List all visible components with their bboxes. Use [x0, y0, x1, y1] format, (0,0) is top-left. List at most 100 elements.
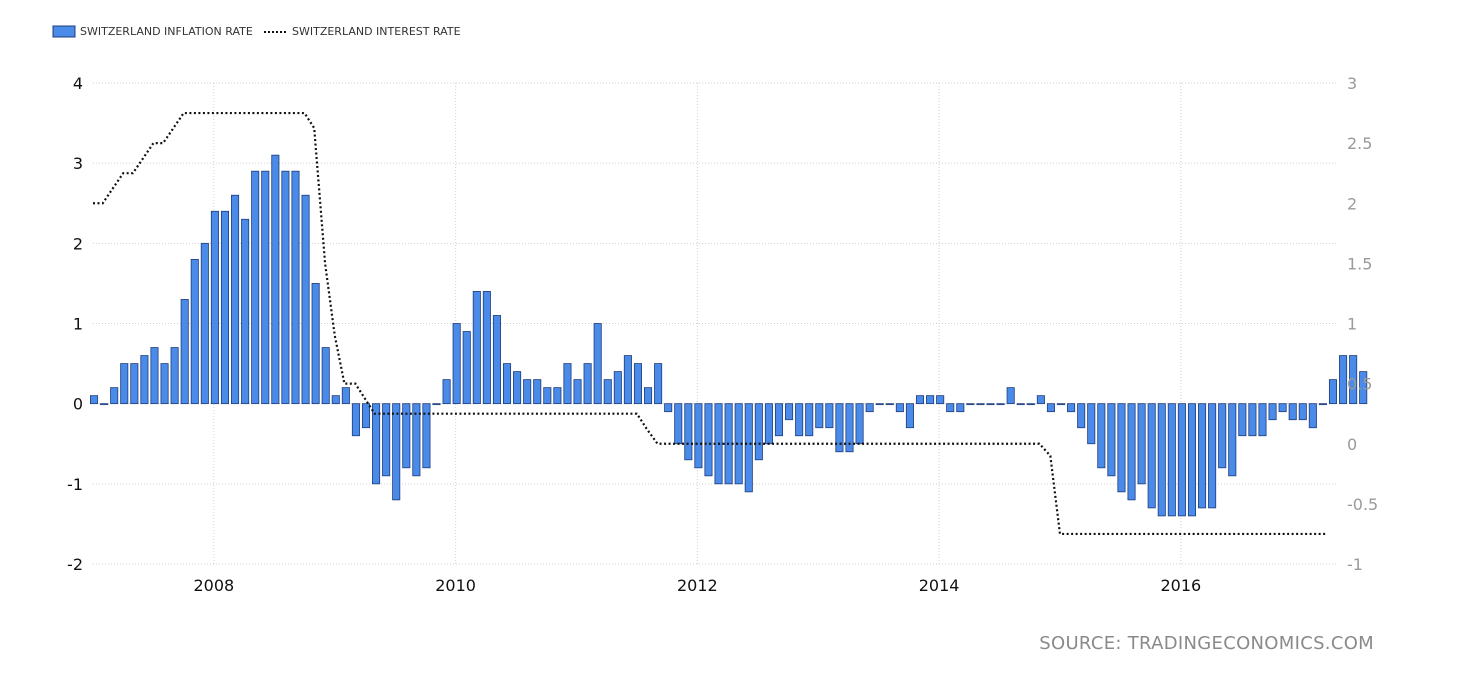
inflation-bar [1026, 403, 1035, 406]
inflation-bar [895, 403, 904, 413]
inflation-bar [1288, 403, 1297, 421]
inflation-bar [1157, 403, 1166, 517]
right-axis-tick-label: 0.5 [1347, 375, 1372, 394]
inflation-bar [402, 403, 411, 469]
left-axis-tick-label: 1 [73, 315, 83, 334]
inflation-bar [1218, 403, 1227, 469]
right-axis-tick-label: 2.5 [1347, 134, 1372, 153]
inflation-bar [1198, 403, 1207, 509]
legend-label-interest: SWITZERLAND INTEREST RATE [292, 25, 461, 38]
inflation-bar [825, 403, 834, 429]
inflation-bar [1087, 403, 1096, 445]
left-axis-tick-label: -2 [67, 555, 83, 574]
inflation-bar [1339, 355, 1348, 405]
inflation-bar [1278, 403, 1287, 413]
left-axis-tick-label: 3 [73, 154, 83, 173]
inflation-bar [513, 371, 522, 405]
inflation-bar [1177, 403, 1186, 517]
inflation-bar [311, 283, 320, 405]
inflation-bar [100, 403, 109, 406]
inflation-bar [341, 387, 350, 405]
inflation-bar [674, 403, 683, 445]
inflation-bar [502, 363, 512, 405]
source-label: SOURCE: TRADINGECONOMICS.COM [1039, 633, 1374, 654]
left-axis-tick-label: 4 [73, 74, 83, 93]
inflation-bar [926, 395, 935, 405]
inflation-bar [1187, 403, 1196, 517]
inflation-bar [764, 403, 773, 445]
interest-rate-line [93, 111, 1326, 536]
inflation-bar [1097, 403, 1106, 469]
inflation-bar [1046, 403, 1055, 413]
inflation-bar [774, 403, 784, 437]
right-axis-tick-label: 2 [1347, 194, 1357, 213]
inflation-bar [593, 323, 602, 405]
inflation-bar [210, 210, 219, 405]
inflation-bar [573, 379, 582, 405]
x-axis-tick-label: 2014 [919, 576, 960, 595]
inflation-bar [301, 194, 310, 405]
inflation-bar [744, 403, 753, 493]
inflation-bar [321, 347, 330, 405]
inflation-bar [533, 379, 542, 405]
inflation-bar [1167, 403, 1176, 517]
inflation-bar [1258, 403, 1267, 437]
right-axis-tick-label: 0 [1347, 435, 1357, 454]
inflation-bar [905, 403, 914, 429]
left-axis: 4 3 2 1 0 -1 -2 [67, 74, 83, 574]
inflation-bar [855, 403, 864, 445]
inflation-bar [915, 395, 925, 405]
right-axis: 3 2.5 2 1.5 1 0.5 0 -0.5 -1 [1347, 74, 1378, 574]
inflation-bar [795, 403, 804, 437]
x-axis-tick-label: 2012 [677, 576, 718, 595]
x-axis-tick-label: 2008 [194, 576, 235, 595]
inflation-bar [1107, 403, 1116, 477]
x-axis-tick-label: 2016 [1161, 576, 1202, 595]
inflation-bar [90, 395, 99, 405]
inflation-bar [170, 347, 179, 405]
inflation-bar [936, 395, 945, 405]
inflation-bar [1238, 403, 1247, 437]
inflation-bar [220, 210, 230, 405]
right-axis-tick-label: -1 [1347, 555, 1363, 574]
inflation-bar [1349, 355, 1358, 405]
inflation-bar [160, 363, 169, 405]
inflation-bar [1117, 403, 1126, 493]
inflation-bar [422, 403, 431, 469]
inflation-bar [200, 242, 209, 405]
inflation-bar [1016, 403, 1025, 406]
inflation-bar [261, 170, 270, 405]
inflation-bar [482, 291, 491, 405]
inflation-bar [563, 363, 572, 405]
inflation-bar [361, 403, 371, 429]
inflation-bar [120, 363, 129, 405]
inflation-bar [654, 363, 663, 405]
inflation-bar [331, 395, 340, 405]
inflation-bar [684, 403, 693, 461]
inflation-bar [805, 403, 814, 437]
right-axis-tick-label: 3 [1347, 74, 1357, 93]
inflation-bar [1036, 395, 1045, 405]
inflation-bar [392, 403, 401, 501]
inflation-bar [1127, 403, 1136, 501]
left-axis-tick-label: -1 [67, 475, 83, 494]
x-axis-tick-label: 2010 [435, 576, 476, 595]
inflation-bar [523, 379, 532, 405]
inflation-bar [241, 218, 250, 405]
inflation-bar [885, 403, 894, 406]
inflation-bar [452, 323, 461, 405]
inflation-bar [140, 355, 149, 405]
inflation-bar [492, 315, 501, 405]
inflation-bar [815, 403, 824, 429]
inflation-bar [553, 387, 562, 405]
inflation-bar [865, 403, 874, 413]
inflation-bar [1057, 403, 1066, 406]
inflation-bar [845, 403, 854, 453]
inflation-bar [1228, 403, 1237, 477]
inflation-bar [1248, 403, 1257, 437]
inflation-bar [251, 170, 260, 405]
inflation-bar [1328, 379, 1338, 405]
inflation-bar [190, 258, 199, 405]
inflation-bar [1359, 371, 1368, 405]
